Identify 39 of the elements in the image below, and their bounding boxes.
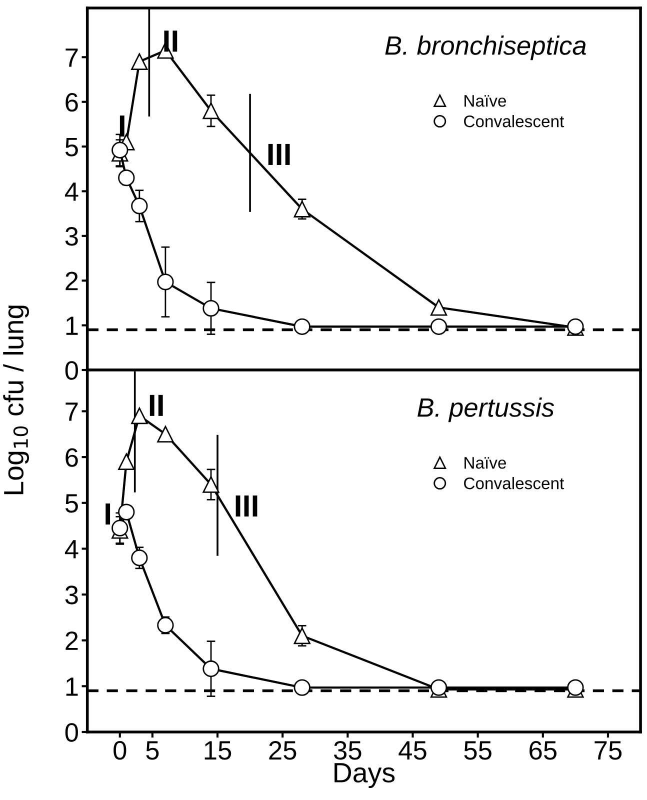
legend-label: Convalescent bbox=[464, 477, 564, 490]
annotation: I bbox=[120, 116, 124, 137]
x-tick-label: 45 bbox=[398, 741, 426, 760]
y-tick-label: 0 bbox=[65, 361, 78, 380]
x-tick-label: 5 bbox=[146, 741, 159, 760]
annotation: I bbox=[106, 504, 110, 525]
x-tick-label: 55 bbox=[464, 741, 492, 760]
y-tick-label: 7 bbox=[66, 402, 78, 421]
legend-label: Naïve bbox=[464, 457, 506, 469]
y-tick-label: 3 bbox=[65, 227, 78, 246]
annotation: II bbox=[150, 394, 163, 416]
annotation: III bbox=[268, 144, 290, 165]
y-tick-label: 1 bbox=[66, 678, 78, 696]
y-tick-label: 2 bbox=[66, 631, 78, 650]
y-tick-label: 5 bbox=[65, 138, 78, 156]
text: B. pertussis bbox=[418, 398, 554, 422]
y-tick-label: 4 bbox=[64, 182, 78, 201]
y-tick-label: 7 bbox=[66, 48, 78, 67]
y-tick-label: 0 bbox=[65, 723, 78, 742]
legend-label: Naïve bbox=[464, 95, 506, 107]
y-tick-label: 3 bbox=[65, 586, 78, 604]
y-tick-label: 5 bbox=[65, 494, 78, 513]
annotation: II bbox=[164, 30, 178, 52]
x-tick-label: 0 bbox=[114, 741, 126, 760]
x-tick-label: 65 bbox=[530, 741, 556, 760]
y-axis-title: Log$_{10}$ cfu / lung bbox=[3, 306, 30, 494]
y-tick-label: 4 bbox=[64, 540, 78, 558]
text: B. bronchiseptica bbox=[385, 36, 586, 60]
legend-label: Convalescent bbox=[464, 115, 564, 128]
x-tick-label: 75 bbox=[594, 741, 622, 760]
x-axis-title: Days bbox=[334, 763, 395, 788]
y-tick-label: 2 bbox=[66, 272, 78, 290]
x-tick-label: 15 bbox=[204, 741, 232, 760]
x-tick-label: 35 bbox=[334, 741, 362, 760]
y-tick-label: 6 bbox=[66, 448, 78, 467]
x-tick-label: 25 bbox=[269, 741, 296, 760]
annotation: III bbox=[236, 495, 258, 517]
y-tick-label: 1 bbox=[66, 316, 78, 335]
y-tick-label: 6 bbox=[66, 92, 78, 112]
